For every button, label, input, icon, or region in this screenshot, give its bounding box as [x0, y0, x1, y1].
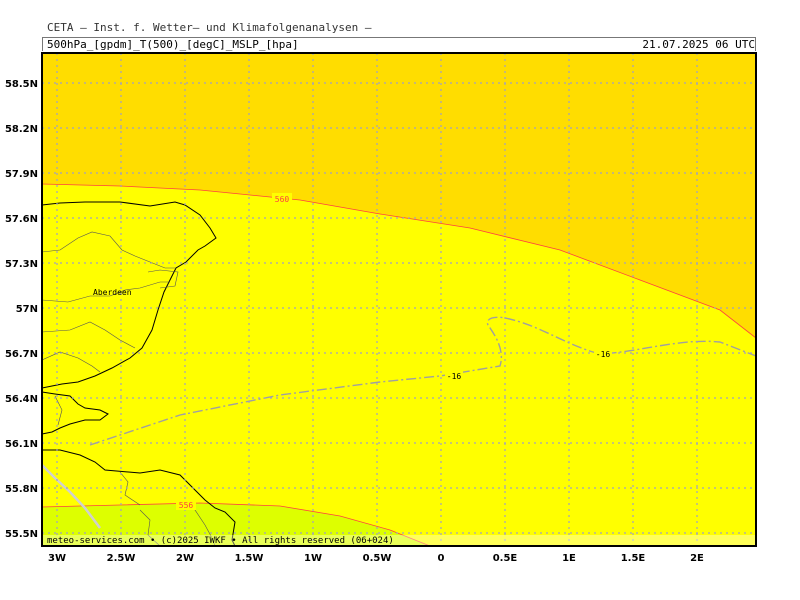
lon-tick-label: 0 [438, 553, 445, 564]
isotherm-label-a: -16 [447, 372, 462, 381]
graticule [42, 53, 756, 546]
label-minus16-b-bg [594, 349, 612, 359]
contour-560 [42, 183, 756, 339]
lat-tick-label: 57.6N [5, 214, 38, 225]
place-label-aberdeen: Aberdeen [93, 288, 132, 297]
geopotential-label-560: 560 [275, 195, 290, 204]
lon-tick-label: 1W [304, 553, 322, 564]
track-line [42, 464, 101, 529]
lat-tick-label: 58.5N [5, 79, 38, 90]
lat-tick-label: 57.3N [5, 259, 38, 270]
field-description: 500hPa_[gpdm]_T(500)_[degC]_MSLP_[hpa] [47, 38, 299, 51]
admin-boundaries [42, 231, 216, 546]
isotherm-label-b: -16 [596, 350, 611, 359]
lon-tick-label: 1.5E [621, 553, 646, 564]
map-frame [41, 52, 757, 547]
lat-tick-label: 56.1N [5, 439, 38, 450]
coastline-fife [42, 391, 109, 435]
longitude-axis: 3W 2.5W 2W 1.5W 1W 0.5W 0 0.5E 1E 1.5E 2E [48, 553, 704, 564]
subtitle-bar [42, 37, 756, 51]
map-title: CETA – Inst. f. Wetter– und Klimafolgena… [47, 21, 372, 34]
lon-tick-label: 1E [562, 553, 576, 564]
lat-tick-label: 56.4N [5, 394, 38, 405]
contour-556 [42, 502, 431, 546]
lat-tick-label: 58.2N [5, 124, 38, 135]
lon-tick-label: 2E [690, 553, 704, 564]
lon-tick-label: 3W [48, 553, 66, 564]
label-minus16-a-bg [445, 371, 463, 381]
isotherm-minus16 [89, 316, 756, 446]
lat-tick-label: 56.7N [5, 349, 38, 360]
lon-tick-label: 0.5W [363, 553, 392, 564]
latitude-axis: 58.5N 58.2N 57.9N 57.6N 57.3N 57N 56.7N 56.4N 56… [5, 79, 38, 540]
lon-tick-label: 0.5E [493, 553, 518, 564]
fill-below-556 [42, 503, 430, 546]
copyright-footer: meteo-services.com • (c)2025 IWKF • All … [47, 536, 394, 546]
lon-tick-label: 1.5W [235, 553, 264, 564]
coastline-scotland [42, 201, 217, 389]
geopotential-label-556: 556 [179, 501, 194, 510]
lat-tick-label: 55.5N [5, 529, 38, 540]
fill-above-560 [42, 53, 756, 338]
lat-tick-label: 55.8N [5, 484, 38, 495]
valid-time: 21.07.2025 06 UTC [642, 38, 755, 51]
label-556-bg [176, 499, 196, 510]
lat-tick-label: 57N [16, 304, 38, 315]
coastline-borders [42, 449, 236, 546]
lon-tick-label: 2W [176, 553, 194, 564]
lat-tick-label: 57.9N [5, 169, 38, 180]
lon-tick-label: 2.5W [107, 553, 136, 564]
footer-bg [43, 535, 755, 546]
label-560-bg [272, 193, 292, 204]
